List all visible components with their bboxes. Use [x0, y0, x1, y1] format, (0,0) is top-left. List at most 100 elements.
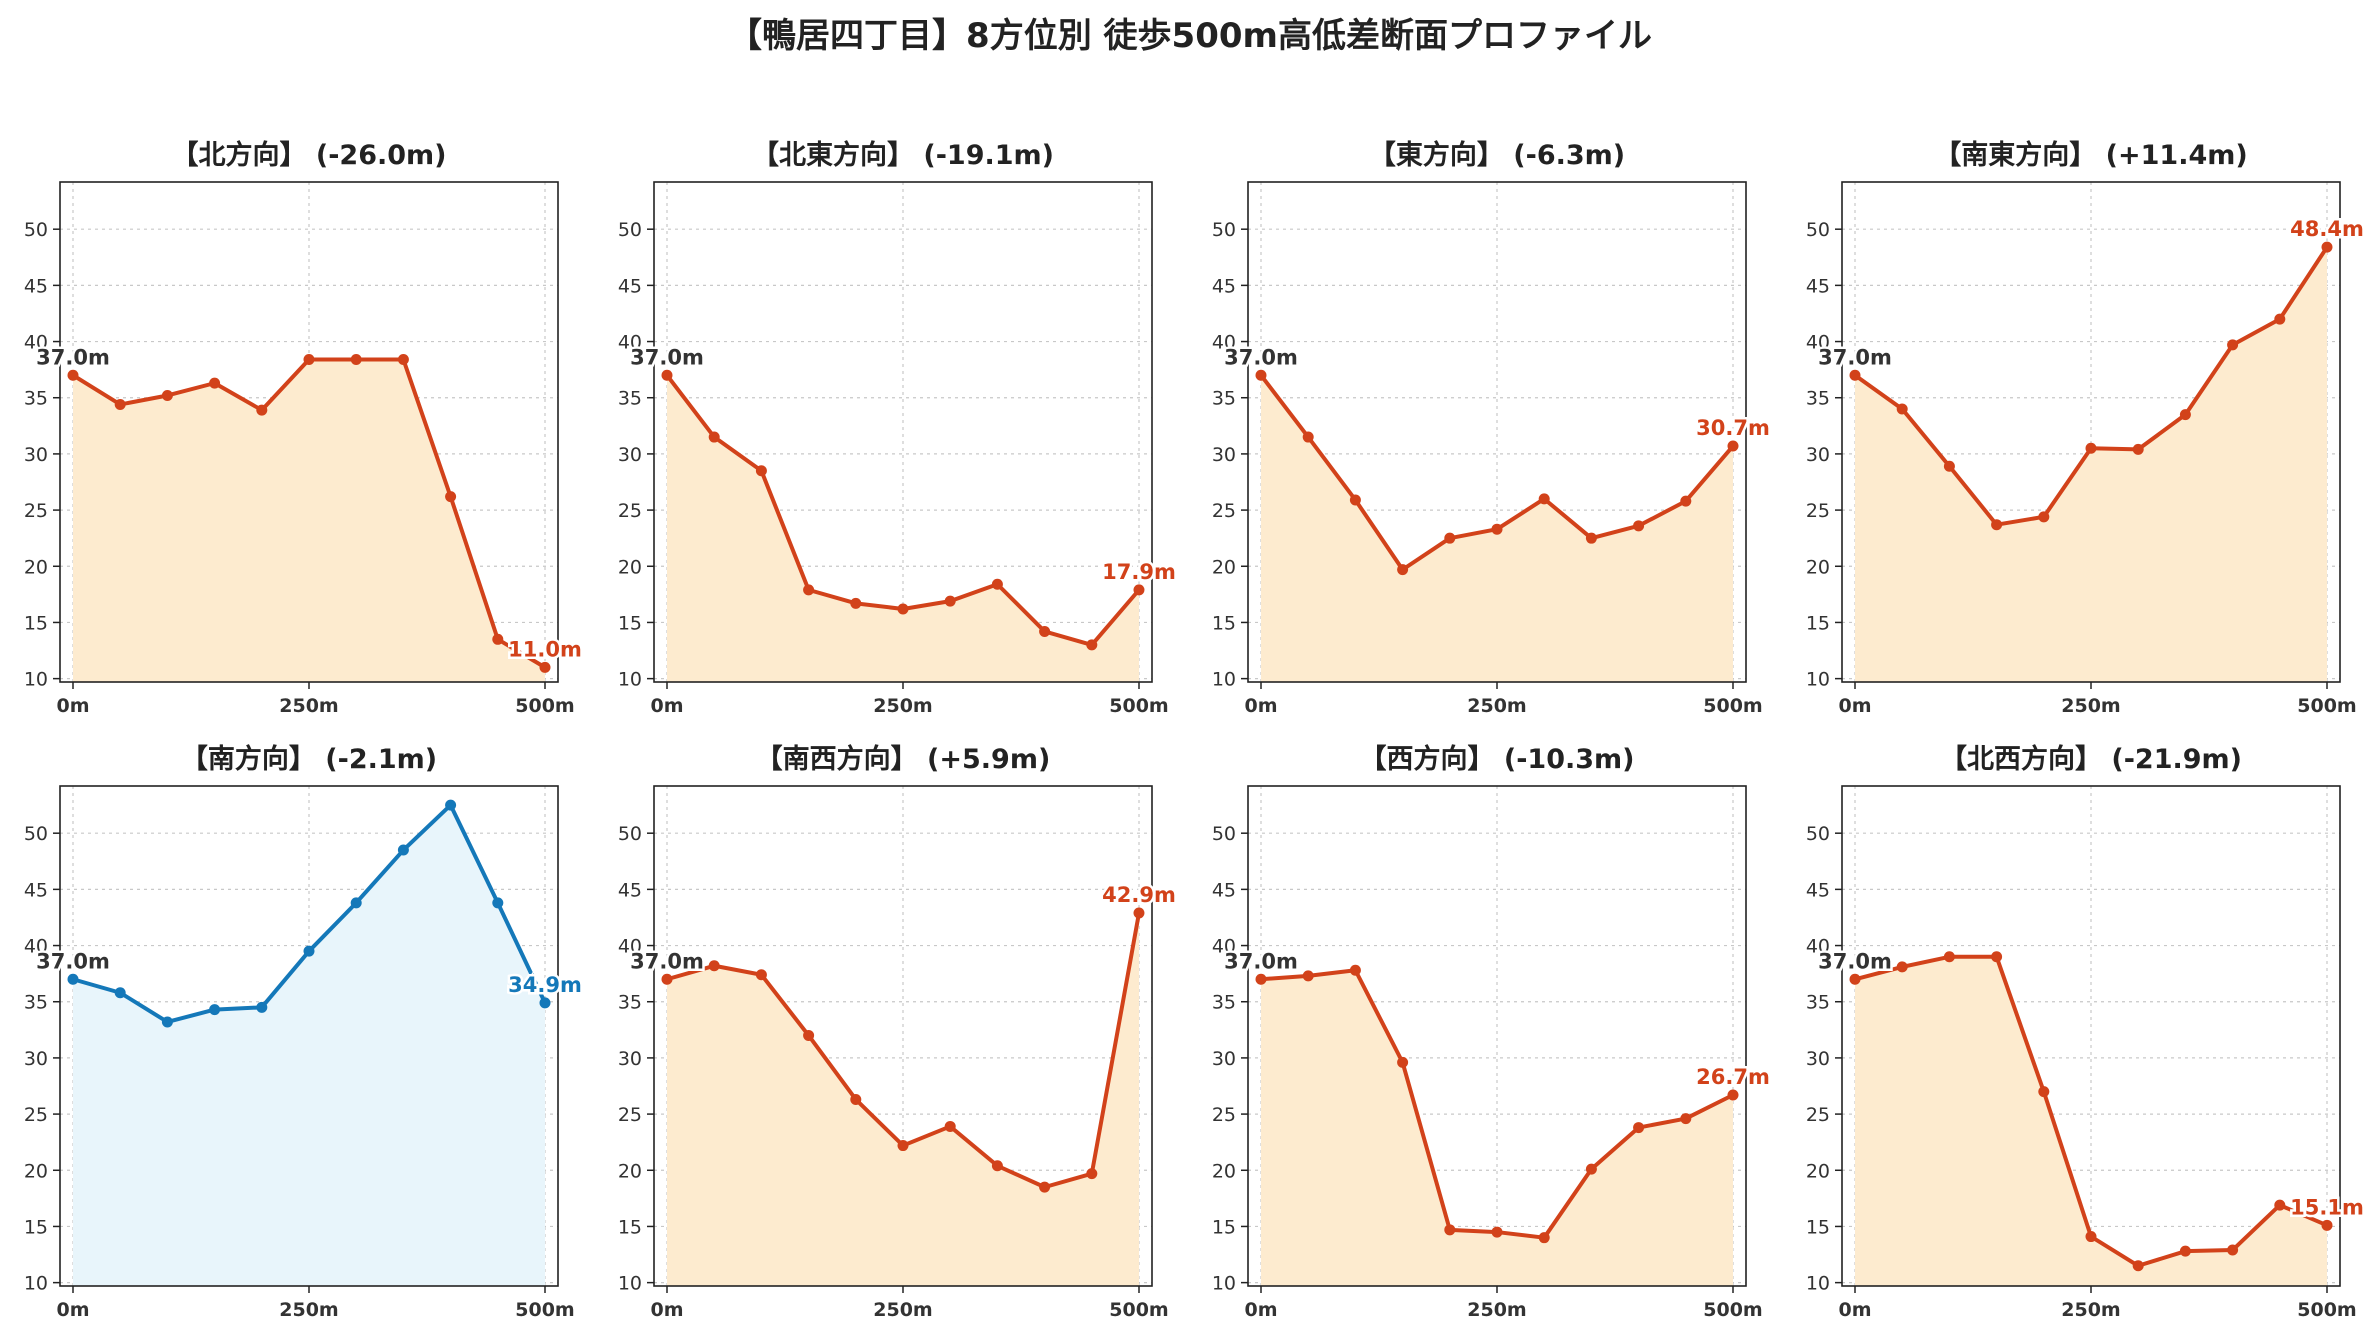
x-tick-label: 0m: [1244, 1299, 1277, 1321]
y-tick-label: 40: [618, 936, 642, 958]
x-tick-label: 250m: [1467, 695, 1526, 717]
data-point: [114, 987, 126, 999]
end-value-label: 26.7m: [1696, 1065, 1770, 1089]
data-point: [114, 398, 126, 410]
data-point: [897, 603, 909, 615]
y-tick-label: 10: [1212, 669, 1236, 691]
data-point: [303, 354, 315, 366]
data-point: [1849, 369, 1861, 381]
y-tick-label: 15: [24, 612, 48, 634]
data-point: [2038, 511, 2050, 523]
y-tick-label: 25: [618, 500, 642, 522]
y-tick-label: 50: [618, 823, 642, 845]
y-tick-label: 45: [1212, 275, 1236, 297]
y-tick-label: 25: [24, 500, 48, 522]
data-point: [2227, 1244, 2239, 1256]
x-tick-label: 250m: [2061, 1299, 2120, 1321]
data-point: [1680, 1113, 1692, 1125]
panel-title: 【北西方向】 (-21.9m): [1940, 743, 2242, 775]
y-tick-label: 10: [1212, 1273, 1236, 1295]
y-tick-label: 40: [1212, 332, 1236, 354]
y-tick-label: 20: [1212, 556, 1236, 578]
y-tick-label: 15: [1806, 1216, 1830, 1238]
data-point: [1133, 907, 1145, 919]
data-point: [1943, 460, 1955, 472]
y-tick-label: 10: [24, 669, 48, 691]
y-tick-label: 15: [618, 612, 642, 634]
data-point: [539, 997, 551, 1009]
x-tick-label: 0m: [650, 695, 683, 717]
y-tick-label: 10: [1806, 669, 1830, 691]
data-point: [256, 1001, 268, 1013]
data-point: [1538, 1232, 1550, 1244]
y-tick-label: 20: [24, 556, 48, 578]
data-point: [2038, 1086, 2050, 1098]
data-point: [661, 973, 673, 985]
y-tick-label: 35: [618, 992, 642, 1014]
start-value-label: 37.0m: [630, 949, 704, 973]
y-tick-label: 30: [1212, 1048, 1236, 1070]
data-point: [1585, 1163, 1597, 1175]
y-tick-label: 50: [1806, 219, 1830, 241]
data-point: [850, 1093, 862, 1105]
data-point: [708, 431, 720, 443]
start-value-label: 37.0m: [630, 345, 704, 369]
x-tick-label: 250m: [2061, 695, 2120, 717]
y-tick-label: 50: [24, 823, 48, 845]
data-point: [161, 1016, 173, 1028]
x-tick-label: 500m: [515, 695, 574, 717]
y-tick-label: 45: [618, 275, 642, 297]
data-point: [2179, 409, 2191, 421]
y-tick-label: 45: [1806, 275, 1830, 297]
start-value-label: 37.0m: [1224, 949, 1298, 973]
area-fill: [1855, 956, 2327, 1286]
y-tick-label: 35: [1806, 388, 1830, 410]
data-point: [1397, 1056, 1409, 1068]
data-point: [1727, 440, 1739, 452]
y-tick-label: 20: [618, 1160, 642, 1182]
y-tick-label: 40: [1806, 332, 1830, 354]
x-tick-label: 500m: [515, 1299, 574, 1321]
y-tick-label: 15: [618, 1216, 642, 1238]
y-tick-label: 45: [1806, 879, 1830, 901]
data-point: [1039, 625, 1051, 637]
y-tick-label: 20: [1806, 556, 1830, 578]
y-tick-label: 10: [618, 669, 642, 691]
area-fill: [1261, 970, 1733, 1286]
panel-title: 【北東方向】 (-19.1m): [752, 139, 1054, 171]
y-tick-label: 45: [1212, 879, 1236, 901]
area-fill: [73, 359, 545, 682]
area-fill: [1855, 247, 2327, 683]
data-point: [1538, 493, 1550, 505]
x-tick-label: 500m: [1109, 695, 1168, 717]
data-point: [209, 377, 221, 389]
x-tick-label: 0m: [650, 1299, 683, 1321]
data-point: [1585, 532, 1597, 544]
y-tick-label: 10: [1806, 1273, 1830, 1295]
data-point: [1133, 584, 1145, 596]
data-point: [445, 799, 457, 811]
data-point: [850, 597, 862, 609]
data-point: [2179, 1245, 2191, 1257]
data-point: [803, 1029, 815, 1041]
end-value-label: 30.7m: [1696, 416, 1770, 440]
data-point: [350, 354, 362, 366]
y-tick-label: 25: [1212, 1104, 1236, 1126]
y-tick-label: 45: [24, 275, 48, 297]
y-tick-label: 50: [1212, 823, 1236, 845]
x-tick-label: 250m: [873, 1299, 932, 1321]
data-point: [1633, 520, 1645, 532]
end-value-label: 11.0m: [508, 637, 582, 661]
y-tick-label: 15: [1806, 612, 1830, 634]
data-point: [1991, 951, 2003, 963]
y-tick-label: 30: [24, 1048, 48, 1070]
data-point: [161, 389, 173, 401]
y-tick-label: 40: [618, 332, 642, 354]
y-tick-label: 40: [24, 332, 48, 354]
